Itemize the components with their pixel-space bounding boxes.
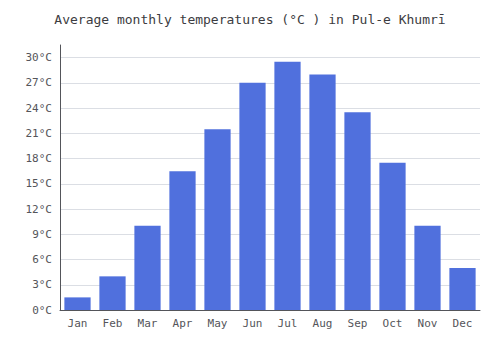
svg-text:27°C: 27°C [26, 76, 53, 89]
svg-text:Mar: Mar [138, 317, 158, 330]
svg-text:24°C: 24°C [26, 102, 53, 115]
svg-text:18°C: 18°C [26, 152, 53, 165]
svg-text:15°C: 15°C [26, 177, 53, 190]
svg-text:Nov: Nov [418, 317, 438, 330]
svg-text:Jul: Jul [278, 317, 298, 330]
svg-text:30°C: 30°C [26, 51, 53, 64]
svg-text:Dec: Dec [453, 317, 473, 330]
svg-text:3°C: 3°C [32, 278, 52, 291]
svg-text:12°C: 12°C [26, 203, 53, 216]
svg-text:May: May [208, 317, 228, 330]
svg-text:Jan: Jan [68, 317, 88, 330]
svg-text:0°C: 0°C [32, 304, 52, 317]
svg-text:Oct: Oct [383, 317, 403, 330]
svg-text:6°C: 6°C [32, 253, 52, 266]
svg-text:Jun: Jun [243, 317, 263, 330]
svg-text:Sep: Sep [348, 317, 368, 330]
svg-text:Feb: Feb [103, 317, 123, 330]
svg-text:9°C: 9°C [32, 228, 52, 241]
svg-text:Average monthly temperatures (: Average monthly temperatures (°C ) in Pu… [54, 12, 445, 27]
svg-text:21°C: 21°C [26, 127, 53, 140]
svg-text:Apr: Apr [173, 317, 193, 330]
svg-text:Aug: Aug [313, 317, 333, 330]
